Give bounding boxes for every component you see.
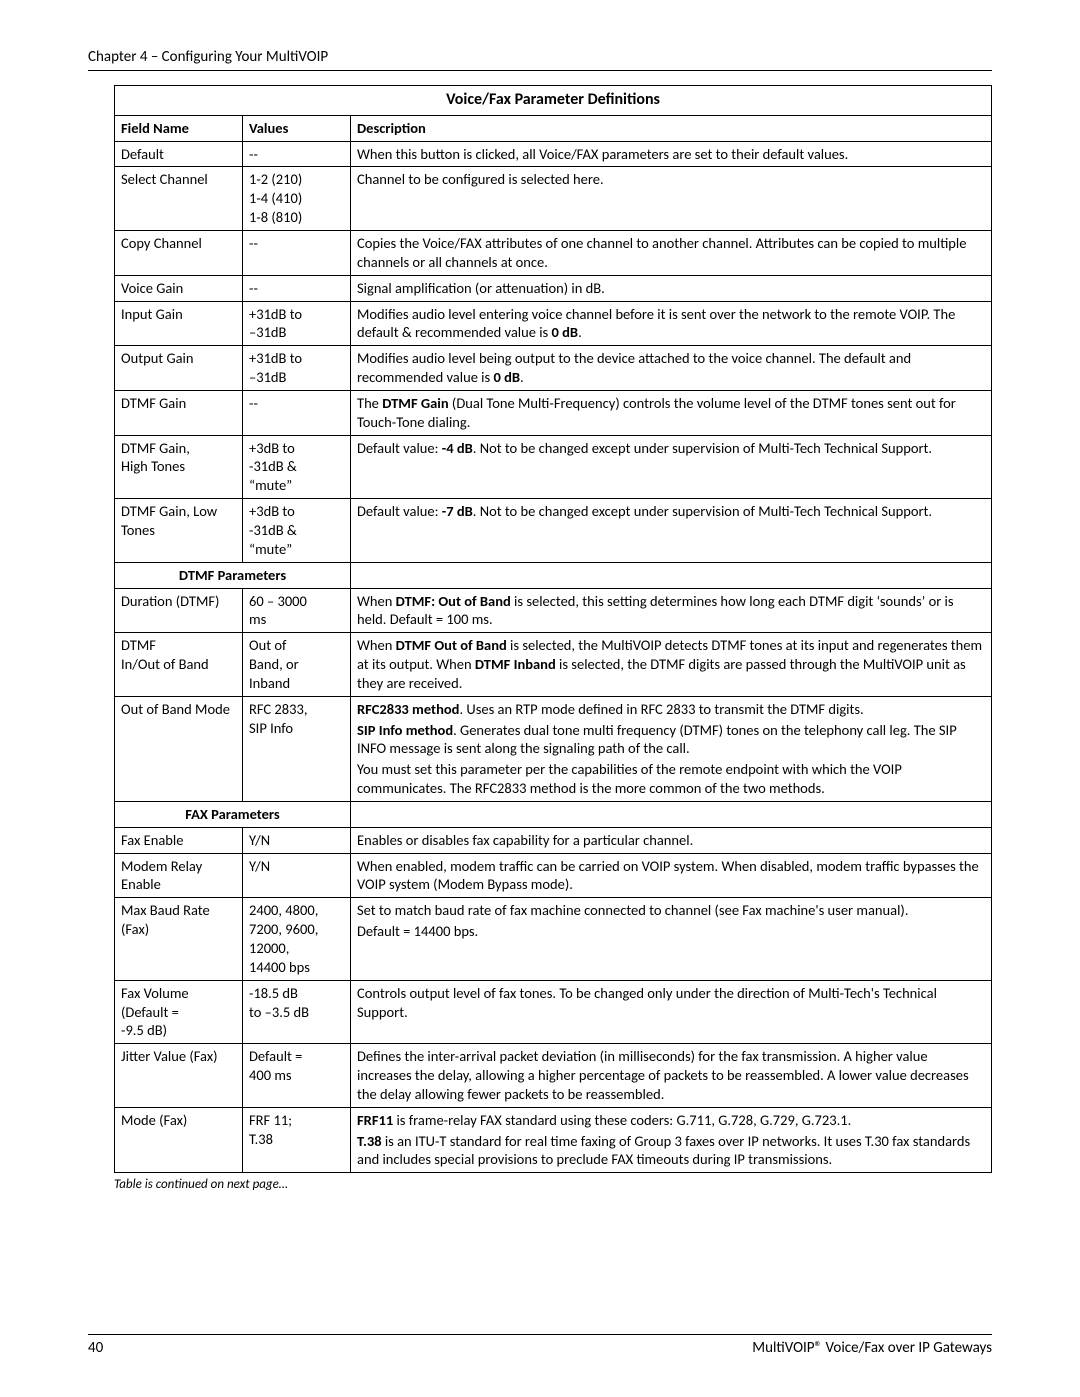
field-cell: Select Channel	[115, 167, 243, 231]
table-row: Copy Channel -- Copies the Voice/FAX att…	[115, 231, 992, 276]
desc-cell: Modifies audio level entering voice chan…	[351, 301, 992, 346]
desc-cell: FRF11 is frame-relay FAX standard using …	[351, 1107, 992, 1173]
desc-cell: Default value: -4 dB. Not to be changed …	[351, 435, 992, 499]
values-cell: --	[243, 390, 351, 435]
desc-cell: Signal amplification (or attenuation) in…	[351, 275, 992, 301]
field-cell: DTMF Gain, LowTones	[115, 499, 243, 563]
desc-cell: When this button is clicked, all Voice/F…	[351, 141, 992, 167]
desc-cell: Set to match baud rate of fax machine co…	[351, 898, 992, 980]
field-cell: DTMF Gain	[115, 390, 243, 435]
values-cell: 1-2 (210)1-4 (410)1-8 (810)	[243, 167, 351, 231]
values-cell: Default =400 ms	[243, 1044, 351, 1108]
doc-title: MultiVOIP® Voice/Fax over IP Gateways	[752, 1339, 992, 1357]
values-cell: Y/N	[243, 827, 351, 853]
values-cell: RFC 2833,SIP Info	[243, 696, 351, 801]
values-cell: --	[243, 141, 351, 167]
table-row: Default -- When this button is clicked, …	[115, 141, 992, 167]
chapter-heading: Chapter 4 – Configuring Your MultiVOIP	[88, 48, 992, 71]
table-row: DTMFIn/Out of Band Out ofBand, orInband …	[115, 633, 992, 697]
page-number: 40	[88, 1339, 103, 1357]
desc-cell: Enables or disables fax capability for a…	[351, 827, 992, 853]
field-cell: Output Gain	[115, 346, 243, 391]
field-cell: Fax Enable	[115, 827, 243, 853]
field-cell: DTMF Gain,High Tones	[115, 435, 243, 499]
section-label: FAX Parameters	[115, 801, 351, 827]
desc-cell: The DTMF Gain (Dual Tone Multi-Frequency…	[351, 390, 992, 435]
page-footer: 40 MultiVOIP® Voice/Fax over IP Gateways	[88, 1334, 992, 1357]
section-empty	[351, 562, 992, 588]
table-row: Fax Volume(Default =-9.5 dB) -18.5 dBto …	[115, 980, 992, 1044]
table-row: Output Gain +31dB to–31dB Modifies audio…	[115, 346, 992, 391]
desc-cell: Modifies audio level being output to the…	[351, 346, 992, 391]
field-cell: Default	[115, 141, 243, 167]
section-row: FAX Parameters	[115, 801, 992, 827]
desc-cell: Defines the inter-arrival packet deviati…	[351, 1044, 992, 1108]
table-row: Jitter Value (Fax) Default =400 ms Defin…	[115, 1044, 992, 1108]
desc-cell: When DTMF Out of Band is selected, the M…	[351, 633, 992, 697]
table-row: Out of Band Mode RFC 2833,SIP Info RFC28…	[115, 696, 992, 801]
values-cell: +3dB to-31dB &“mute”	[243, 435, 351, 499]
table-row: Input Gain +31dB to–31dB Modifies audio …	[115, 301, 992, 346]
table-row: Fax Enable Y/N Enables or disables fax c…	[115, 827, 992, 853]
field-cell: Mode (Fax)	[115, 1107, 243, 1173]
section-empty	[351, 801, 992, 827]
values-cell: --	[243, 275, 351, 301]
values-cell: +31dB to–31dB	[243, 301, 351, 346]
desc-cell: When DTMF: Out of Band is selected, this…	[351, 588, 992, 633]
field-cell: Jitter Value (Fax)	[115, 1044, 243, 1108]
section-row: DTMF Parameters	[115, 562, 992, 588]
table-row: Mode (Fax) FRF 11;T.38 FRF11 is frame-re…	[115, 1107, 992, 1173]
table-row: DTMF Gain,High Tones +3dB to-31dB &“mute…	[115, 435, 992, 499]
values-cell: 2400, 4800,7200, 9600,12000,14400 bps	[243, 898, 351, 980]
section-label: DTMF Parameters	[115, 562, 351, 588]
table-row: Duration (DTMF) 60 – 3000ms When DTMF: O…	[115, 588, 992, 633]
field-cell: Out of Band Mode	[115, 696, 243, 801]
field-cell: Copy Channel	[115, 231, 243, 276]
col-header-field: Field Name	[115, 115, 243, 141]
values-cell: Y/N	[243, 853, 351, 898]
table-row: DTMF Gain -- The DTMF Gain (Dual Tone Mu…	[115, 390, 992, 435]
values-cell: --	[243, 231, 351, 276]
parameter-table: Voice/Fax Parameter Definitions Field Na…	[114, 85, 992, 1173]
field-cell: DTMFIn/Out of Band	[115, 633, 243, 697]
values-cell: FRF 11;T.38	[243, 1107, 351, 1173]
desc-cell: RFC2833 method. Uses an RTP mode defined…	[351, 696, 992, 801]
table-row: Select Channel 1-2 (210)1-4 (410)1-8 (81…	[115, 167, 992, 231]
field-cell: Modem RelayEnable	[115, 853, 243, 898]
desc-cell: Copies the Voice/FAX attributes of one c…	[351, 231, 992, 276]
desc-cell: When enabled, modem traffic can be carri…	[351, 853, 992, 898]
values-cell: -18.5 dBto –3.5 dB	[243, 980, 351, 1044]
field-cell: Voice Gain	[115, 275, 243, 301]
field-cell: Max Baud Rate(Fax)	[115, 898, 243, 980]
table-row: Max Baud Rate(Fax) 2400, 4800,7200, 9600…	[115, 898, 992, 980]
table-row: Voice Gain -- Signal amplification (or a…	[115, 275, 992, 301]
values-cell: 60 – 3000ms	[243, 588, 351, 633]
table-title: Voice/Fax Parameter Definitions	[115, 86, 992, 116]
values-cell: +3dB to-31dB &“mute”	[243, 499, 351, 563]
desc-cell: Channel to be configured is selected her…	[351, 167, 992, 231]
field-cell: Duration (DTMF)	[115, 588, 243, 633]
col-header-values: Values	[243, 115, 351, 141]
table-row: Modem RelayEnable Y/N When enabled, mode…	[115, 853, 992, 898]
field-cell: Input Gain	[115, 301, 243, 346]
values-cell: +31dB to–31dB	[243, 346, 351, 391]
desc-cell: Controls output level of fax tones. To b…	[351, 980, 992, 1044]
continued-note: Table is continued on next page…	[114, 1177, 992, 1192]
values-cell: Out ofBand, orInband	[243, 633, 351, 697]
table-row: DTMF Gain, LowTones +3dB to-31dB &“mute”…	[115, 499, 992, 563]
field-cell: Fax Volume(Default =-9.5 dB)	[115, 980, 243, 1044]
desc-cell: Default value: -7 dB. Not to be changed …	[351, 499, 992, 563]
col-header-desc: Description	[351, 115, 992, 141]
